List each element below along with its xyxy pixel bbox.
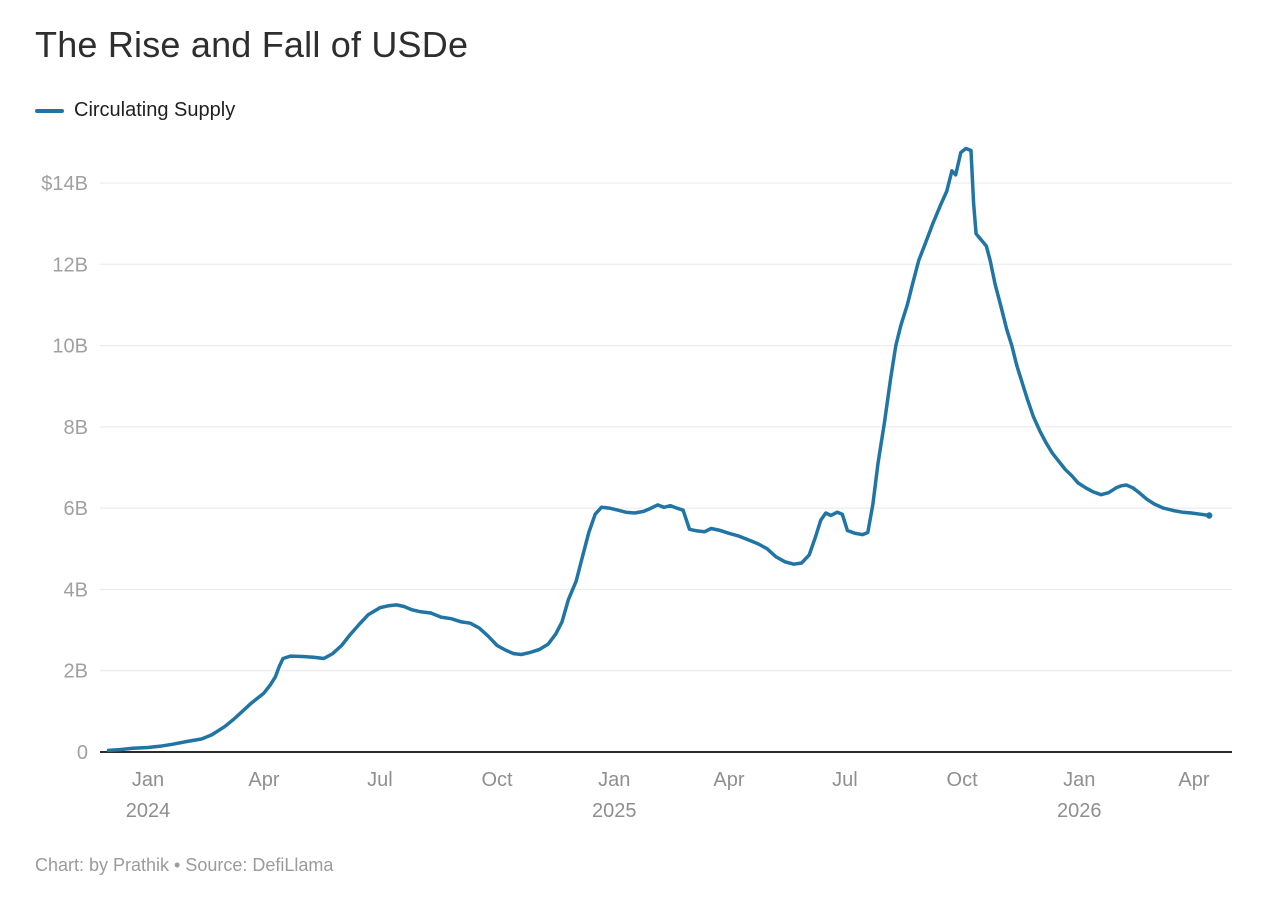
- legend-line-swatch: [35, 108, 64, 113]
- y-tick-label: 6B: [64, 498, 88, 520]
- y-tick-label: 0: [77, 742, 88, 764]
- y-tick-label: 2B: [64, 661, 88, 683]
- y-tick-label: $14B: [41, 173, 88, 195]
- x-tick-label: Oct: [482, 769, 514, 791]
- x-tick-label: Jul: [832, 769, 858, 791]
- x-tick-label: Jul: [367, 769, 393, 791]
- x-tick-year-label: 2025: [592, 800, 637, 822]
- chart-title: The Rise and Fall of USDe: [35, 24, 469, 65]
- x-tick-year-label: 2026: [1057, 800, 1102, 822]
- x-tick-label: Apr: [713, 769, 744, 791]
- y-tick-label: 8B: [64, 417, 88, 439]
- supply-line: [106, 146, 1211, 753]
- x-tick-label: Jan: [598, 769, 630, 791]
- legend: Circulating Supply: [35, 99, 235, 122]
- y-tick-label: 4B: [64, 579, 88, 601]
- y-tick-label: 10B: [52, 336, 88, 358]
- chart-attribution: Chart: by Prathik • Source: DefiLlama: [35, 855, 334, 875]
- x-tick-label: Oct: [947, 769, 979, 791]
- x-tick-label: Jan: [132, 769, 164, 791]
- x-tick-label: Apr: [248, 769, 279, 791]
- legend-label: Circulating Supply: [74, 99, 236, 121]
- line-endpoint-dot: [1206, 512, 1213, 519]
- y-tick-label: 12B: [52, 254, 88, 276]
- x-tick-label: Jan: [1063, 769, 1095, 791]
- x-tick-label: Apr: [1178, 769, 1209, 791]
- x-tick-year-label: 2024: [126, 800, 171, 822]
